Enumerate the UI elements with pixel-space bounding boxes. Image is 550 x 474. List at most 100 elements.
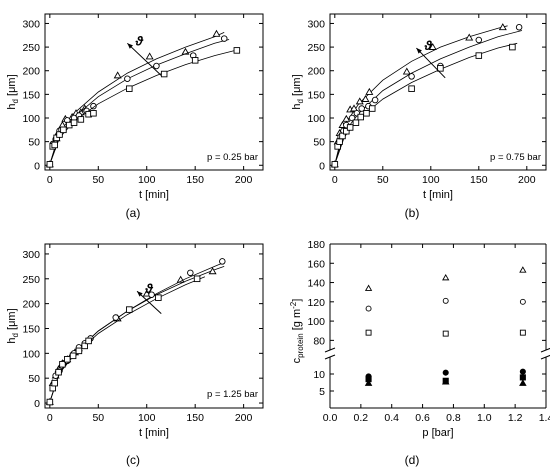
x-tick-label: 50	[92, 412, 104, 424]
square-marker	[343, 127, 350, 135]
x-axis-label: t [min]	[139, 189, 169, 201]
triangle-marker	[350, 104, 358, 112]
square-marker	[191, 57, 199, 64]
arrow-head	[416, 48, 422, 54]
y-tick-label: 0	[319, 160, 325, 172]
y-tick-label: 300	[307, 18, 325, 30]
square-marker	[408, 85, 415, 92]
square-marker	[55, 368, 62, 376]
arrow-head	[137, 291, 143, 297]
square-marker	[51, 379, 58, 387]
square-marker	[46, 161, 54, 168]
y-tick-label: 80	[313, 335, 325, 347]
plot-frame	[44, 243, 264, 409]
y-tick-label: 200	[22, 66, 40, 78]
square-marker	[155, 294, 162, 301]
pressure-annotation: p = 0.25 bar	[207, 152, 258, 163]
y-tick-label: 140	[307, 278, 325, 290]
x-tick-label: 200	[235, 412, 253, 424]
x-tick-label: 100	[422, 174, 440, 186]
square-marker	[70, 119, 78, 126]
square-marker	[475, 52, 483, 59]
circle-marker	[365, 305, 372, 312]
circle-marker	[371, 96, 379, 104]
arrow-line	[416, 47, 446, 79]
triangle-marker	[365, 87, 374, 95]
circle-marker	[348, 114, 356, 122]
fit-curve	[49, 49, 239, 165]
pressure-annotation: p = 1.25 bar	[207, 389, 258, 400]
panel-caption: (d)	[405, 453, 420, 467]
square-marker	[193, 275, 201, 283]
square-marker	[357, 113, 364, 121]
triangle-marker	[361, 94, 370, 102]
y-tick-label: 50	[313, 137, 325, 149]
square-marker	[437, 65, 444, 72]
axis-break-mark	[324, 347, 336, 353]
square-marker	[56, 131, 63, 138]
plot-frame	[44, 13, 264, 171]
square-marker	[90, 110, 97, 117]
square-marker	[331, 161, 339, 168]
circle-marker	[219, 258, 226, 265]
y-tick-label: 50	[28, 137, 40, 149]
triangle-marker	[342, 114, 351, 122]
fit-curve	[49, 276, 206, 403]
circle-marker	[153, 62, 160, 70]
panel-caption: (a)	[126, 206, 141, 220]
y-tick-label: 10	[313, 369, 325, 381]
x-tick-label: 150	[186, 174, 204, 186]
y-tick-label: 100	[307, 316, 325, 328]
y-tick-label: 100	[22, 113, 40, 125]
triangle-marker	[145, 52, 154, 60]
circle-marker	[90, 102, 97, 110]
y-tick-label: 150	[307, 89, 325, 101]
circle-marker	[112, 314, 119, 321]
square-marker	[346, 124, 354, 131]
triangle-marker	[498, 23, 507, 31]
x-tick-label: 100	[138, 174, 156, 186]
y-axis-label: hd [μm]	[291, 74, 305, 109]
y-tick-label: 150	[22, 89, 40, 101]
square-marker	[352, 119, 360, 126]
square-marker	[339, 132, 346, 140]
square-marker	[126, 85, 133, 92]
circle-marker	[358, 105, 365, 112]
circle-marker	[220, 35, 228, 42]
arrow-head	[127, 43, 133, 49]
square-marker	[519, 329, 526, 336]
triangle-marker	[402, 67, 411, 75]
y-tick-label: 250	[22, 42, 40, 54]
y-axis-label: hd [μm]	[6, 308, 20, 343]
square-marker	[336, 138, 343, 145]
square-marker	[160, 70, 168, 78]
y-tick-label: 100	[307, 113, 325, 125]
x-tick-label: 150	[470, 174, 488, 186]
y-tick-label: 300	[22, 18, 40, 30]
square-marker	[69, 352, 77, 360]
chart-panel: 0 50 100 150 200 0 50 100 150 200 250 300 t [min] hd …	[6, 13, 264, 201]
x-tick-label: 0	[332, 174, 338, 186]
arrow-line	[127, 42, 162, 76]
y-tick-label: 250	[22, 274, 40, 286]
x-tick-label: 50	[92, 174, 104, 186]
triangle-marker	[113, 71, 122, 79]
fit-curve	[49, 266, 225, 403]
y-axis-label: hd [μm]	[6, 74, 20, 109]
pressure-annotation: p = 0.75 bar	[490, 152, 541, 163]
square-marker	[363, 110, 370, 117]
square-marker	[233, 47, 241, 54]
theta-label: ϑ	[424, 38, 433, 53]
square-marker	[46, 398, 54, 406]
x-tick-label: 0.8	[446, 412, 461, 424]
y-tick-label: 200	[307, 66, 325, 78]
y-tick-label: 160	[307, 258, 325, 270]
y-tick-label: 120	[307, 297, 325, 309]
fit-curve	[49, 39, 230, 165]
chart-panel: 0.0 0.2 0.4 0.6 0.8 1.0 1.2 1.4 80 100 120 140 160 18…	[289, 239, 550, 439]
y-tick-label: 5	[319, 386, 325, 398]
square-marker	[81, 342, 88, 350]
x-axis-label: p [bar]	[422, 427, 453, 439]
circle-marker	[442, 297, 449, 304]
